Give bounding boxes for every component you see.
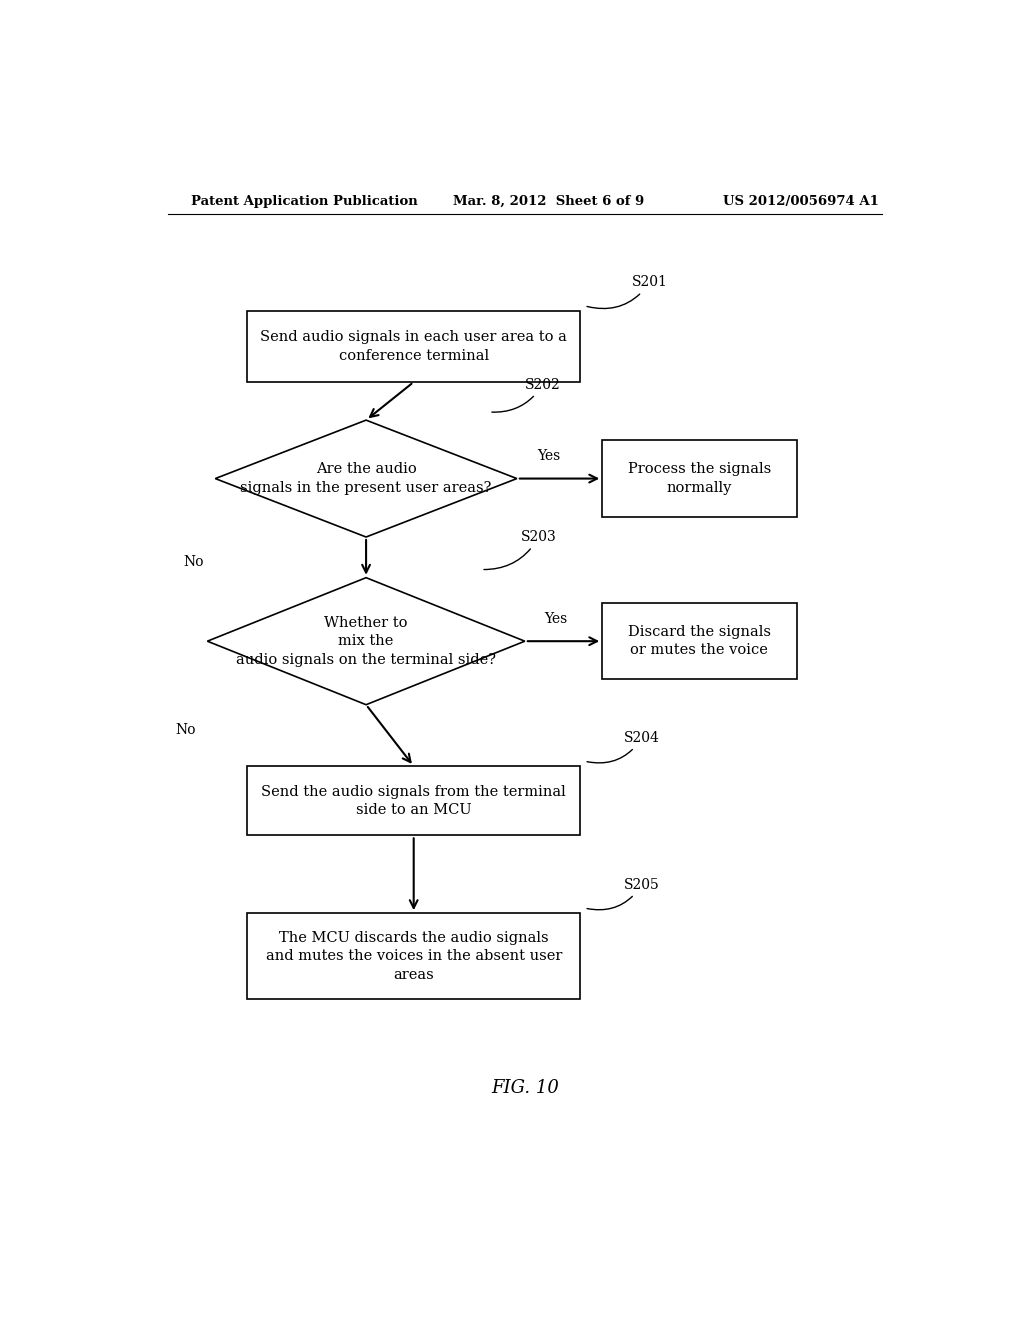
Text: Yes: Yes [545,612,568,626]
Text: Send the audio signals from the terminal
side to an MCU: Send the audio signals from the terminal… [261,784,566,817]
Bar [247,312,581,381]
Text: Whether to
mix the
audio signals on the terminal side?: Whether to mix the audio signals on the … [237,616,496,667]
Text: Process the signals
normally: Process the signals normally [628,462,771,495]
Text: S201: S201 [587,276,668,309]
Bar [247,766,581,836]
Text: Patent Application Publication: Patent Application Publication [191,194,418,207]
Text: No: No [183,556,204,569]
Text: S203: S203 [484,531,557,569]
Text: S202: S202 [492,378,560,412]
Bar [602,441,797,516]
Text: Are the audio
signals in the present user areas?: Are the audio signals in the present use… [241,462,492,495]
Text: US 2012/0056974 A1: US 2012/0056974 A1 [723,194,879,207]
Text: S205: S205 [587,878,659,909]
Text: FIG. 10: FIG. 10 [490,1080,559,1097]
Bar [602,603,797,680]
Text: Mar. 8, 2012  Sheet 6 of 9: Mar. 8, 2012 Sheet 6 of 9 [454,194,645,207]
Bar [247,913,581,999]
Text: The MCU discards the audio signals
and mutes the voices in the absent user
areas: The MCU discards the audio signals and m… [265,931,562,982]
Text: S204: S204 [587,731,659,763]
Text: No: No [176,723,197,737]
Text: Yes: Yes [537,449,560,463]
Text: Discard the signals
or mutes the voice: Discard the signals or mutes the voice [628,624,771,657]
Text: Send audio signals in each user area to a
conference terminal: Send audio signals in each user area to … [260,330,567,363]
